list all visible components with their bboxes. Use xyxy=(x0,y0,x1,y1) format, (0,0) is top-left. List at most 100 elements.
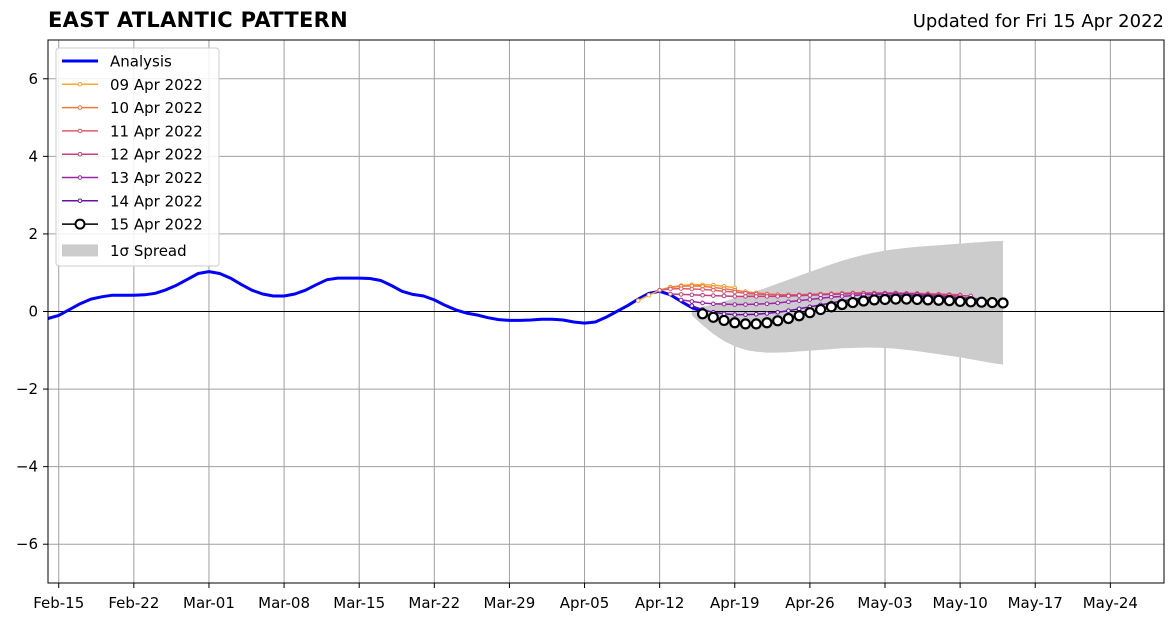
x-tick-label: May-17 xyxy=(1008,594,1063,612)
data-point xyxy=(739,318,752,330)
data-point xyxy=(700,300,705,306)
x-tick-label: May-24 xyxy=(1083,594,1138,612)
data-point xyxy=(818,296,823,301)
legend-label: 1σ Spread xyxy=(110,242,187,260)
x-tick-label: Apr-19 xyxy=(710,594,760,612)
data-point xyxy=(857,295,870,307)
data-point xyxy=(890,293,902,305)
data-point xyxy=(729,317,741,329)
data-point xyxy=(786,308,791,314)
data-point xyxy=(775,294,780,299)
legend-item-14-apr-2022: 14 Apr 2022 xyxy=(62,192,203,210)
data-point xyxy=(879,293,891,306)
y-tick-label: −4 xyxy=(16,458,38,476)
data-point xyxy=(689,286,695,292)
x-tick-label: Feb-22 xyxy=(108,594,159,612)
legend-item-analysis: Analysis xyxy=(62,53,172,71)
data-point xyxy=(753,294,759,299)
data-point xyxy=(975,296,988,308)
data-point xyxy=(721,301,727,307)
legend-box xyxy=(55,47,220,267)
legend-marker xyxy=(77,151,83,157)
x-tick-label: May-10 xyxy=(932,594,987,612)
data-point xyxy=(775,300,780,306)
x-tick-label: Mar-15 xyxy=(333,594,385,612)
y-tick-label: 4 xyxy=(28,147,38,165)
data-point xyxy=(847,296,859,309)
data-point xyxy=(775,309,780,315)
data-point xyxy=(764,301,770,307)
data-point xyxy=(807,297,813,302)
y-tick-label: −6 xyxy=(16,535,38,553)
data-point xyxy=(696,308,709,320)
y-tick-label: −2 xyxy=(16,380,38,398)
x-tick-label: Mar-01 xyxy=(183,594,235,612)
legend-marker xyxy=(74,218,86,230)
x-tick-label: May-03 xyxy=(857,594,912,612)
data-point xyxy=(804,307,816,319)
legend-label: 15 Apr 2022 xyxy=(110,216,203,234)
data-point xyxy=(922,294,934,306)
series-group xyxy=(47,270,1009,330)
data-point xyxy=(732,302,738,307)
data-point xyxy=(721,289,727,294)
data-point xyxy=(764,311,770,316)
data-point xyxy=(668,286,673,292)
legend-item-09-apr-2022: 09 Apr 2022 xyxy=(62,76,203,94)
data-point xyxy=(796,293,802,298)
data-point xyxy=(711,293,716,298)
legend-marker xyxy=(77,175,83,180)
legend-label: Analysis xyxy=(110,53,172,71)
data-point xyxy=(743,294,748,299)
data-point xyxy=(732,289,738,295)
data-point xyxy=(796,306,802,312)
data-point xyxy=(711,287,716,293)
data-point xyxy=(786,293,791,299)
data-point xyxy=(786,299,791,305)
legend-marker xyxy=(77,82,83,87)
legend-item-13-apr-2022: 13 Apr 2022 xyxy=(62,169,203,187)
data-point xyxy=(743,312,748,317)
data-point xyxy=(711,301,716,307)
data-point xyxy=(764,294,770,299)
data-point xyxy=(678,286,684,291)
data-point xyxy=(678,297,684,303)
data-point xyxy=(707,311,719,323)
data-point xyxy=(943,295,955,307)
data-point xyxy=(750,318,762,330)
data-point xyxy=(753,311,759,317)
data-point xyxy=(668,291,673,297)
series-line xyxy=(637,283,735,302)
series-15-apr-2022 xyxy=(696,293,1009,330)
series-analysis xyxy=(47,270,704,325)
data-point xyxy=(793,310,805,322)
data-point xyxy=(900,293,913,305)
data-point xyxy=(839,294,845,299)
data-point xyxy=(911,293,923,306)
legend-swatch xyxy=(62,244,98,257)
data-point xyxy=(689,303,695,308)
data-point xyxy=(721,293,727,299)
data-point xyxy=(965,296,977,308)
data-point xyxy=(689,299,695,304)
x-tick-label: Mar-08 xyxy=(258,594,310,612)
data-point xyxy=(761,317,773,329)
data-point xyxy=(807,292,813,298)
data-point xyxy=(815,303,827,316)
data-point xyxy=(700,287,705,292)
data-point xyxy=(986,296,998,309)
legend-item-1-spread: 1σ Spread xyxy=(62,242,187,260)
data-point xyxy=(829,294,834,300)
x-tick-label: Mar-29 xyxy=(484,594,536,612)
data-point xyxy=(825,301,837,313)
data-point xyxy=(868,294,880,306)
series-line xyxy=(47,270,704,325)
legend-item-11-apr-2022: 11 Apr 2022 xyxy=(62,122,203,140)
data-point xyxy=(743,302,748,307)
data-point xyxy=(933,294,945,306)
data-point xyxy=(836,298,848,311)
legend-label: 10 Apr 2022 xyxy=(110,99,203,117)
data-point xyxy=(689,292,695,298)
data-point xyxy=(997,297,1009,309)
